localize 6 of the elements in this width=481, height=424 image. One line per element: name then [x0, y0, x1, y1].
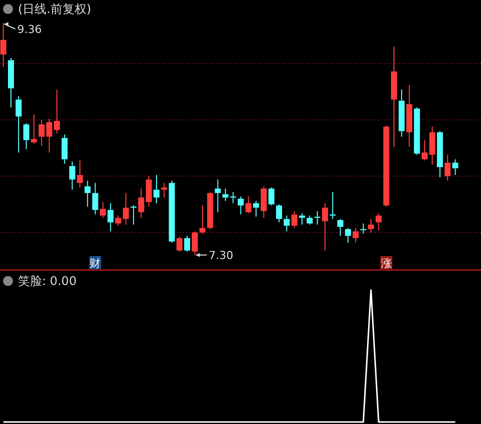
text: 涨 — [380, 257, 392, 270]
annotation: 7.30 — [208, 249, 234, 262]
text: 财 — [90, 257, 101, 270]
chart-title: (日线.前复权) — [18, 2, 92, 16]
annotation: 9.36 — [17, 23, 42, 36]
chart-title: 笑脸: 0.00 — [18, 274, 77, 288]
